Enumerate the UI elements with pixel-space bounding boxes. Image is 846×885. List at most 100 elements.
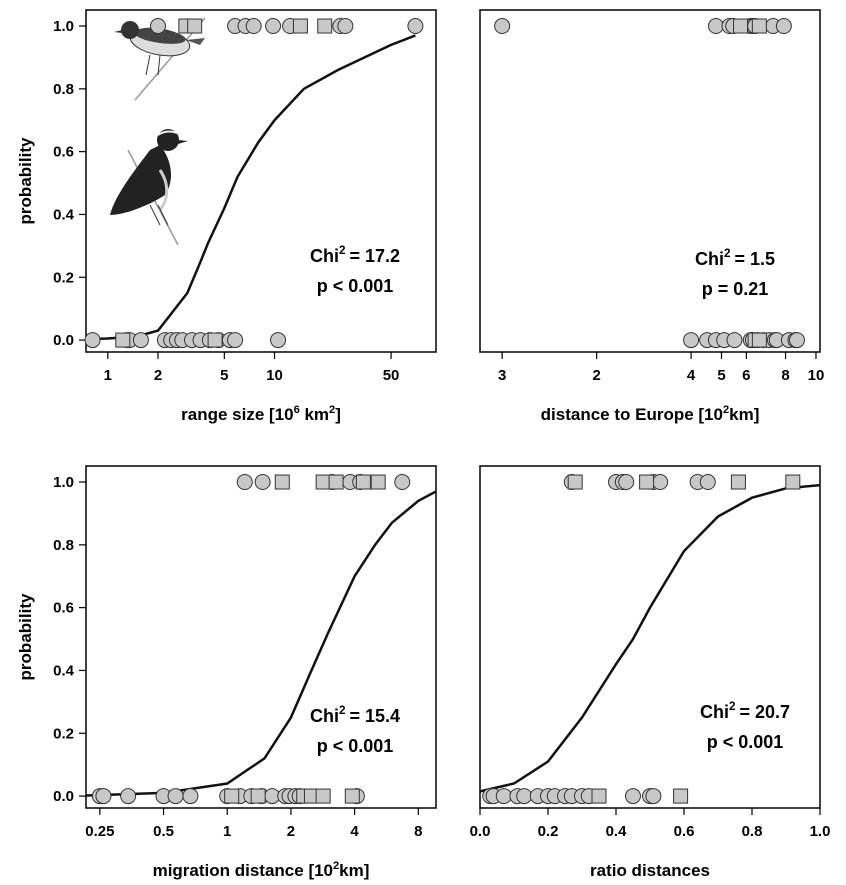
superscript: 2 <box>339 244 346 257</box>
x-tick-label: 0.4 <box>606 823 628 840</box>
label-part: migration distance [10 <box>153 861 333 880</box>
x-tick-label: 4 <box>687 367 696 384</box>
circle-point <box>270 332 287 349</box>
circle-point <box>265 18 282 35</box>
label-part: Chi <box>310 246 339 266</box>
circle-point <box>516 788 533 805</box>
statistic: Chi2 = 20.7 <box>700 700 790 722</box>
x-axis-title: range size [106 km2] <box>181 404 341 424</box>
y-tick-label: 0.6 <box>53 600 74 617</box>
square-point <box>355 474 371 490</box>
x-tick-label: 1 <box>223 823 231 840</box>
square-point <box>673 788 689 804</box>
circle-point <box>618 474 635 491</box>
x-tick-label: 50 <box>383 367 400 384</box>
square-point <box>250 788 266 804</box>
plot-frame <box>479 465 821 809</box>
label-part: ratio distances <box>590 861 710 880</box>
label-part: = 1.5 <box>734 249 775 269</box>
x-tick-label: 6 <box>742 367 750 384</box>
y-tick-label: 0.4 <box>53 206 75 223</box>
y-tick-label: 0.2 <box>53 725 74 742</box>
label-part: Chi <box>700 702 729 722</box>
y-axis-title: probability <box>16 137 35 224</box>
circle-point <box>726 332 743 349</box>
square-point <box>733 18 749 34</box>
label-part: Chi <box>310 706 339 726</box>
square-point <box>315 474 331 490</box>
x-tick-label: 8 <box>414 823 422 840</box>
x-tick-label: 0.0 <box>470 823 491 840</box>
circle-point <box>245 18 262 35</box>
x-tick-label: 5 <box>717 367 725 384</box>
plot-frame <box>85 9 437 353</box>
square-point <box>274 474 290 490</box>
y-tick-label: 0.0 <box>53 788 74 805</box>
superscript: 2 <box>329 404 335 416</box>
plot-frame <box>85 465 437 809</box>
square-point <box>328 474 344 490</box>
x-tick-label: 0.5 <box>153 823 174 840</box>
x-tick-label: 0.2 <box>538 823 559 840</box>
x-tick-label: 0.6 <box>674 823 695 840</box>
x-tick-label: 5 <box>220 367 228 384</box>
circle-point <box>167 788 184 805</box>
circle-point <box>645 788 662 805</box>
x-tick-label: 8 <box>781 367 789 384</box>
circle-point <box>699 474 716 491</box>
fitted-curve <box>479 483 821 793</box>
x-axis-title: distance to Europe [102km] <box>541 404 760 424</box>
label-part: = 15.4 <box>349 706 400 726</box>
p-value: p = 0.21 <box>702 279 769 299</box>
circle-point <box>707 18 724 35</box>
circle-point <box>132 332 149 349</box>
square-point <box>639 474 655 490</box>
p-value: p < 0.001 <box>317 736 394 756</box>
x-axis-title: ratio distances <box>590 861 710 880</box>
label-part: km <box>300 405 329 424</box>
p-value: p < 0.001 <box>317 276 394 296</box>
square-point <box>207 332 223 348</box>
y-tick-label: 0.6 <box>53 144 74 161</box>
statistic: Chi2 = 15.4 <box>310 704 400 726</box>
circle-point <box>120 788 137 805</box>
y-tick-label: 0.4 <box>53 662 75 679</box>
superscript: 6 <box>294 404 300 416</box>
label-part: = 17.2 <box>349 246 400 266</box>
label-part: ] <box>335 405 341 424</box>
x-tick-label: 2 <box>154 367 162 384</box>
superscript: 2 <box>724 247 731 260</box>
circle-point <box>683 332 700 349</box>
circle-point <box>227 332 244 349</box>
p-value: p < 0.001 <box>707 732 784 752</box>
circle-point <box>337 18 354 35</box>
square-point <box>567 474 583 490</box>
panel: 0.25 0.5 1 2 4 8 0.0 0.2 0.4 0.6 0.8 1.0 probability… <box>16 465 437 880</box>
square-point <box>292 18 308 34</box>
y-axis-title: probability <box>16 593 35 680</box>
y-tick-label: 0.8 <box>53 81 74 98</box>
circle-point <box>254 474 271 491</box>
label-part: km] <box>339 861 369 880</box>
label-part: distance to Europe [10 <box>541 405 723 424</box>
y-tick-label: 0.0 <box>53 332 74 349</box>
plot-frame <box>479 9 821 353</box>
x-tick-label: 0.25 <box>85 823 114 840</box>
circle-point <box>394 474 411 491</box>
x-tick-label: 10 <box>808 367 825 384</box>
circle-point <box>494 18 511 35</box>
superscript: 2 <box>723 404 729 416</box>
square-point <box>344 788 360 804</box>
x-tick-label: 2 <box>592 367 600 384</box>
square-point <box>224 788 240 804</box>
square-point <box>315 788 331 804</box>
panel: 1 2 5 10 50 0.0 0.2 0.4 0.6 0.8 1.0 probability rang… <box>16 9 437 424</box>
square-point <box>730 474 746 490</box>
bird-top <box>114 17 206 101</box>
square-point <box>591 788 607 804</box>
label-part: = 20.7 <box>739 702 790 722</box>
statistic: Chi2 = 17.2 <box>310 244 400 266</box>
square-point <box>317 18 333 34</box>
